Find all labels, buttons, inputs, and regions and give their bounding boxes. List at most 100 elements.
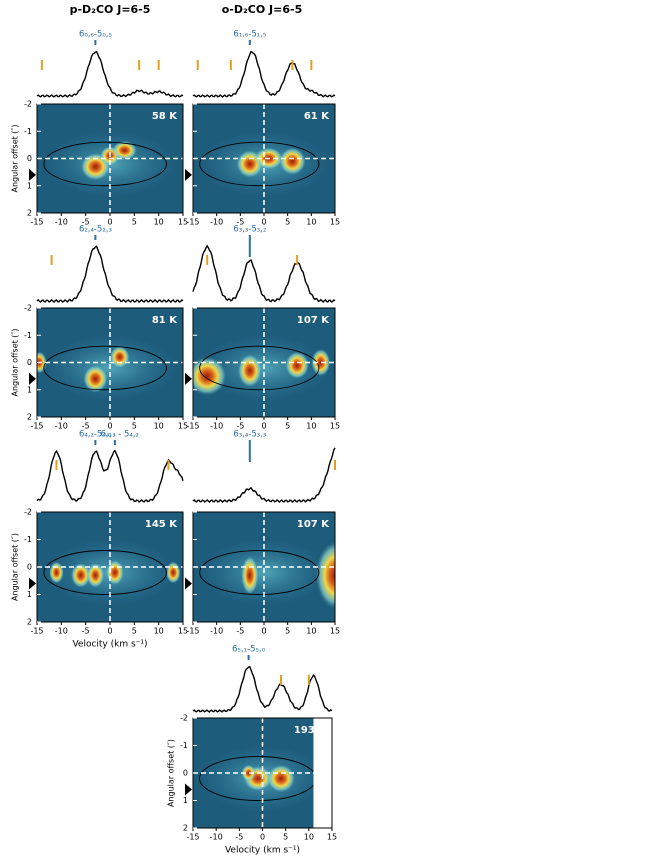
contour [43, 345, 167, 391]
x-tick-label: 5 [285, 218, 290, 227]
emission [316, 542, 335, 609]
x-tick-label: 15 [330, 218, 340, 227]
contour [43, 550, 167, 595]
x-tick-label: -10 [55, 422, 68, 431]
line-label: 6₀,₆-5₀,₅ [79, 30, 112, 40]
emission [110, 346, 130, 368]
x-axis-label: Velocity (km s⁻¹) [225, 846, 300, 856]
y-tick-label: 0 [27, 563, 32, 572]
emission [71, 562, 91, 588]
emission [83, 365, 108, 393]
x-tick-label: -5 [236, 627, 244, 636]
x-tick-label: 10 [154, 422, 164, 431]
source-arrow [29, 577, 36, 590]
x-tick-label: -10 [210, 218, 223, 227]
line-label: 6₅,₁-5₅,₀ [232, 645, 266, 655]
x-tick-label: 15 [178, 218, 188, 227]
x-tick-label: 5 [283, 833, 288, 842]
y-tick-label: 0 [27, 358, 32, 367]
line-label: 6₃,₃-5₃,₂ [233, 225, 266, 235]
y-tick-label: 0 [183, 769, 188, 778]
y-tick-label: 2 [27, 413, 32, 422]
map [193, 718, 332, 828]
emission [193, 357, 227, 396]
x-tick-label: -15 [186, 218, 199, 227]
source-arrow [185, 577, 192, 590]
map [193, 512, 335, 622]
emission [241, 556, 259, 595]
x-tick-label: -5 [235, 833, 243, 842]
x-tick-label: -15 [186, 833, 199, 842]
x-tick-label: 10 [154, 218, 164, 227]
source-arrow [185, 168, 192, 181]
temperature: 107 K [297, 519, 330, 530]
emission [86, 562, 105, 588]
x-axis-label: Velocity (km s⁻¹) [72, 640, 147, 650]
spectrum [192, 447, 336, 503]
y-tick-label: 2 [27, 209, 32, 218]
column-header: p-D₂CO J=6-5 [70, 3, 151, 16]
x-tick-label: 0 [107, 627, 112, 636]
y-tick-label: -2 [24, 304, 32, 313]
map [37, 308, 183, 417]
temperature: 193 K [294, 725, 327, 736]
emission [285, 351, 309, 379]
x-tick-label: -5 [236, 422, 244, 431]
emission [237, 354, 262, 388]
spectrum [192, 244, 336, 304]
x-tick-label: 10 [306, 627, 316, 636]
y-tick-label: -1 [24, 127, 32, 136]
y-tick-label: 1 [183, 796, 188, 805]
contour [199, 141, 320, 187]
x-tick-label: -5 [236, 218, 244, 227]
line-label: 6₄,₃ - 5₄,₂ [101, 430, 139, 440]
line-label: 6₂,₄-5₂,₃ [79, 225, 112, 235]
x-tick-label: -10 [210, 627, 223, 636]
temperature: 107 K [297, 315, 330, 326]
x-tick-label: 5 [132, 218, 137, 227]
y-tick-label: 1 [27, 590, 32, 599]
x-tick-label: 10 [304, 833, 314, 842]
y-axis-label: Angular offset (″) [11, 328, 20, 396]
line-label: 6₄,₂-5₄,₁ [79, 430, 112, 440]
x-tick-label: 5 [285, 422, 290, 431]
map [37, 104, 183, 213]
map [37, 512, 183, 622]
contour [199, 550, 320, 595]
temperature: 58 K [152, 111, 178, 122]
temperature: 81 K [152, 315, 178, 326]
x-tick-label: 15 [330, 627, 340, 636]
x-tick-label: -5 [82, 422, 90, 431]
source-arrow [29, 372, 36, 385]
x-tick-label: 0 [261, 627, 266, 636]
y-axis-label: Angular offset (″) [11, 124, 20, 192]
source-arrow [185, 783, 192, 796]
x-tick-label: 10 [306, 422, 316, 431]
emission [49, 561, 64, 584]
x-tick-label: 15 [178, 627, 188, 636]
emission [106, 560, 124, 585]
x-tick-label: -5 [82, 218, 90, 227]
emission [311, 348, 331, 377]
spectrum [36, 245, 184, 304]
map [193, 104, 335, 213]
emission [241, 764, 256, 782]
temperature: 61 K [304, 111, 330, 122]
y-axis-label: Angular offset (″) [11, 533, 20, 601]
emission [279, 147, 306, 175]
spectrum [192, 50, 336, 98]
x-tick-label: 0 [260, 833, 265, 842]
x-tick-label: -10 [55, 218, 68, 227]
x-tick-label: -15 [186, 627, 199, 636]
x-tick-label: 0 [261, 218, 266, 227]
source-arrow [29, 168, 36, 181]
x-tick-label: 0 [107, 422, 112, 431]
x-tick-label: -5 [82, 627, 90, 636]
x-tick-label: -15 [30, 218, 43, 227]
y-tick-label: -2 [24, 100, 32, 109]
spectrum [192, 665, 333, 713]
contour [199, 345, 320, 391]
x-tick-label: 10 [154, 627, 164, 636]
x-tick-label: 0 [261, 422, 266, 431]
